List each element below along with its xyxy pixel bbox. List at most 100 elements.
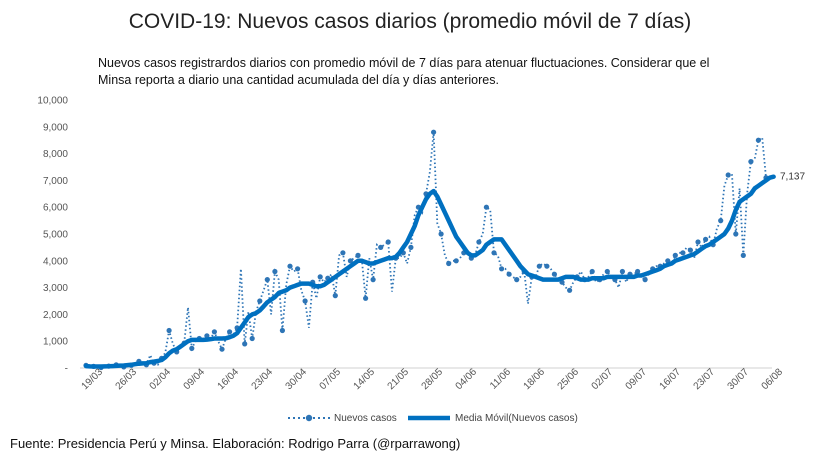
x-tick-label: 19/03 <box>80 366 106 392</box>
daily-cases-point <box>672 252 678 258</box>
daily-cases-point <box>642 277 648 283</box>
x-tick-label: 23/07 <box>692 366 718 392</box>
x-tick-label: 11/06 <box>488 366 513 391</box>
legend: Nuevos casos Media Móvil(Nuevos casos) <box>288 413 578 424</box>
x-tick-label: 25/06 <box>556 366 582 392</box>
daily-cases-point <box>347 258 353 264</box>
daily-cases-point <box>619 268 626 275</box>
daily-cases-point <box>166 327 172 334</box>
daily-cases-point <box>438 231 444 237</box>
daily-cases-point <box>733 231 739 237</box>
x-tick-label: 30/07 <box>726 366 752 392</box>
daily-cases-point <box>249 335 255 342</box>
x-tick-label: 09/04 <box>182 366 208 392</box>
y-tick-label: 10,000 <box>37 96 68 107</box>
daily-cases-point <box>189 345 195 351</box>
x-tick-label: 02/04 <box>148 366 174 392</box>
daily-cases-point <box>453 258 459 264</box>
daily-cases-point <box>703 236 709 242</box>
y-tick-label: 5,000 <box>43 230 68 241</box>
legend-item-media-movil: Media Móvil(Nuevos casos) <box>408 413 578 424</box>
y-tick-label: 4,000 <box>43 256 68 267</box>
daily-cases-point <box>340 250 346 256</box>
daily-cases-point <box>544 263 550 269</box>
x-tick-label: 06/08 <box>760 366 786 392</box>
daily-cases-point <box>211 329 217 335</box>
daily-cases-point <box>272 268 278 275</box>
x-tick-label: 07/05 <box>318 366 344 392</box>
daily-cases-point <box>219 346 225 352</box>
daily-cases-point <box>264 277 270 283</box>
series-media-movil <box>83 174 776 369</box>
x-tick-label: 18/06 <box>522 366 548 392</box>
daily-cases-point <box>589 268 595 275</box>
daily-cases-point <box>378 244 384 250</box>
x-tick-label: 30/04 <box>284 366 310 392</box>
daily-cases-point <box>514 277 520 283</box>
x-tick-label: 09/07 <box>624 366 650 392</box>
daily-cases-point <box>476 239 482 245</box>
y-tick-label: 3,000 <box>43 283 68 294</box>
daily-cases-point <box>287 263 293 269</box>
daily-cases-point <box>551 271 558 277</box>
x-tick-label: 02/07 <box>590 366 616 392</box>
daily-cases-point <box>295 266 301 272</box>
daily-cases-point <box>408 244 414 250</box>
daily-cases-point <box>499 266 505 272</box>
daily-cases-point <box>370 277 376 283</box>
daily-cases-point <box>687 247 694 253</box>
source-footer: Fuente: Presidencia Perú y Minsa. Elabor… <box>10 436 461 451</box>
daily-cases-point <box>635 268 641 275</box>
daily-cases-point <box>242 341 248 347</box>
x-tick-label: 28/05 <box>420 366 446 392</box>
daily-cases-point <box>332 293 338 299</box>
daily-cases-point <box>302 298 308 304</box>
daily-cases-line <box>85 132 767 369</box>
daily-cases-point <box>204 333 210 339</box>
daily-cases-point <box>748 159 754 165</box>
y-tick-label: 6,000 <box>43 203 68 214</box>
daily-cases-point <box>740 252 746 258</box>
x-tick-label: 04/06 <box>454 366 480 392</box>
daily-cases-point <box>317 274 323 280</box>
daily-cases-point <box>680 250 686 256</box>
x-tick-label: 23/04 <box>250 366 276 392</box>
daily-cases-point <box>755 137 762 143</box>
daily-cases-point <box>355 252 361 258</box>
daily-cases-point <box>431 129 437 135</box>
daily-cases-point <box>279 327 285 334</box>
legend-item-nuevos-casos: Nuevos casos <box>288 413 397 424</box>
daily-cases-point <box>227 329 233 335</box>
x-tick-label: 14/05 <box>352 366 378 392</box>
chart-subtitle: Nuevos casos registrardos diarios con pr… <box>98 56 710 87</box>
daily-cases-point <box>446 260 452 267</box>
daily-cases-point <box>725 172 731 178</box>
y-tick-label: - <box>65 364 68 375</box>
y-tick-label: 1,000 <box>43 337 68 348</box>
chart-title: COVID-19: Nuevos casos diarios (promedio… <box>128 10 692 33</box>
y-tick-label: 8,000 <box>43 149 68 160</box>
moving-average-line <box>83 174 776 369</box>
daily-cases-point <box>604 268 610 275</box>
legend-marker-nuevos-casos <box>305 414 313 422</box>
y-tick-label: 2,000 <box>43 310 68 321</box>
daily-cases-point <box>257 298 263 304</box>
legend-label-media-movil: Media Móvil(Nuevos casos) <box>455 413 578 424</box>
x-tick-label: 21/05 <box>386 366 412 392</box>
daily-cases-point <box>506 271 512 277</box>
daily-cases-point <box>385 239 391 245</box>
series-nuevos-casos <box>83 129 769 371</box>
y-axis: - 1,000 2,000 3,000 4,000 5,000 6,000 7,000 8,00… <box>37 96 68 375</box>
daily-cases-point <box>718 218 724 224</box>
daily-cases-point <box>695 239 701 245</box>
legend-label-nuevos-casos: Nuevos casos <box>334 413 397 424</box>
end-value-label: 7,137 <box>780 172 805 183</box>
x-tick-label: 16/04 <box>216 366 242 392</box>
daily-cases-point <box>363 295 369 301</box>
x-axis: 19/03 26/03 02/04 09/04 16/04 23/04 30/04 07/05… <box>80 366 786 392</box>
x-tick-label: 26/03 <box>114 366 140 392</box>
x-tick-label: 16/07 <box>658 366 684 392</box>
daily-cases-point <box>567 287 573 293</box>
